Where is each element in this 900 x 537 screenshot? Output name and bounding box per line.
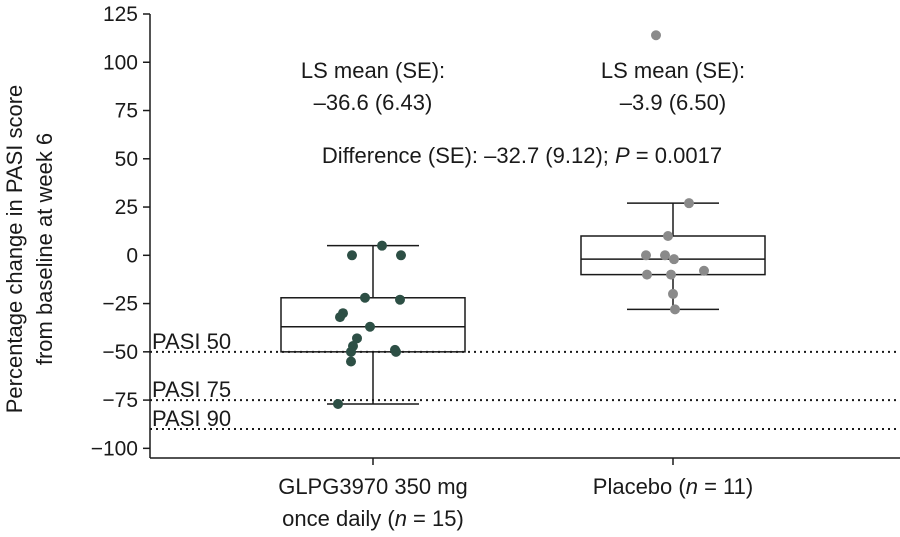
data-point xyxy=(352,333,362,344)
y-tick-label: 100 xyxy=(103,51,138,74)
data-point xyxy=(335,312,345,323)
ls-mean-label: LS mean (SE): xyxy=(301,58,445,83)
y-tick-label: 125 xyxy=(103,3,138,26)
data-point xyxy=(642,269,652,280)
data-point xyxy=(346,346,356,357)
x-category-label: once daily (n = 15) xyxy=(282,506,464,531)
reference-line-label: PASI 90 xyxy=(152,406,231,431)
data-point xyxy=(360,292,370,303)
x-category-label-part: = 11) xyxy=(698,474,753,499)
data-point xyxy=(660,250,670,261)
y-tick-label: 50 xyxy=(115,148,138,171)
data-point xyxy=(699,265,709,276)
y-tick-label: 25 xyxy=(115,196,138,219)
data-point xyxy=(346,356,356,367)
x-category-label-part: = 15) xyxy=(407,506,464,531)
annotations: LS mean (SE): –36.6 (6.43) LS mean (SE): –3… xyxy=(301,58,745,168)
axes: −100 −75 −50 −25 0 25 50 75 100 125 xyxy=(91,3,900,465)
ls-mean-value: –3.9 (6.50) xyxy=(620,90,726,115)
data-point xyxy=(684,198,694,209)
data-point xyxy=(668,288,678,299)
y-tick-label: −50 xyxy=(102,341,138,364)
data-point xyxy=(333,398,343,409)
data-point xyxy=(670,304,680,315)
data-point xyxy=(669,254,679,265)
data-points xyxy=(333,30,709,409)
x-category-label-part: n xyxy=(686,474,698,499)
x-category-label-part: Placebo ( xyxy=(593,474,687,499)
x-category-label: Placebo (n = 11) xyxy=(593,474,753,499)
reference-lines: PASI 50 PASI 75 PASI 90 xyxy=(150,329,900,431)
reference-line-label: PASI 75 xyxy=(152,377,231,402)
difference-annotation: Difference (SE): –32.7 (9.12); P = 0.001… xyxy=(322,143,722,168)
y-axis-title-line-1: Percentage change in PASI score xyxy=(2,85,27,414)
x-category-label-part: once daily ( xyxy=(282,506,395,531)
reference-line-label: PASI 50 xyxy=(152,329,231,354)
ls-mean-value: –36.6 (6.43) xyxy=(314,90,433,115)
x-category-label-part: n xyxy=(395,506,407,531)
data-point xyxy=(377,240,387,251)
difference-text: = 0.0017 xyxy=(630,143,722,168)
y-tick-label: 75 xyxy=(115,100,138,123)
y-axis-title: Percentage change in PASI score from bas… xyxy=(2,85,57,414)
y-tick-label: −25 xyxy=(102,293,138,316)
data-point xyxy=(391,346,401,357)
data-point xyxy=(395,294,405,305)
p-value-symbol: P xyxy=(615,143,630,168)
data-point xyxy=(365,321,375,332)
x-category-label: GLPG3970 350 mg xyxy=(278,474,468,499)
data-point xyxy=(347,250,357,261)
difference-text: Difference (SE): –32.7 (9.12); xyxy=(322,143,615,168)
y-axis-title-line-2: from baseline at week 6 xyxy=(32,133,57,365)
data-point xyxy=(396,250,406,261)
data-point xyxy=(651,30,661,41)
box xyxy=(280,297,466,353)
data-point xyxy=(641,250,651,261)
y-tick-label: −75 xyxy=(102,389,138,412)
y-tick-label: 0 xyxy=(126,244,138,267)
data-point xyxy=(666,269,676,280)
data-point xyxy=(663,231,673,241)
y-tick-label: −100 xyxy=(91,437,138,460)
ls-mean-label: LS mean (SE): xyxy=(601,58,745,83)
boxes xyxy=(280,202,766,405)
x-category-label-part: GLPG3970 350 mg xyxy=(278,474,468,499)
